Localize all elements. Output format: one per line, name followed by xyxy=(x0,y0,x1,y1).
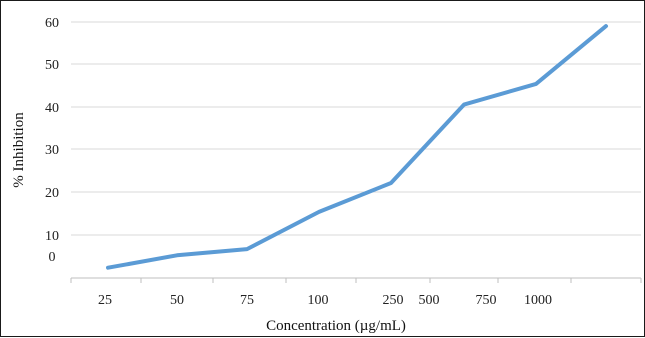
x-tick-label: 500 xyxy=(419,293,440,308)
y-tick-label: 50 xyxy=(45,58,59,73)
x-tick-label: 75 xyxy=(240,293,254,308)
y-tick-label: 40 xyxy=(45,101,59,116)
y-tick-label: 30 xyxy=(45,143,59,158)
y-tick-label: 0 xyxy=(49,250,56,265)
x-axis-tick-labels: 25 50 75 100 250 500 750 1000 xyxy=(70,278,642,308)
series-line xyxy=(106,24,608,270)
x-tick-label: 25 xyxy=(98,293,112,308)
gridlines xyxy=(71,21,641,236)
x-tick-label: 100 xyxy=(308,293,329,308)
x-tick-label: 750 xyxy=(476,293,497,308)
y-axis-title: % Inhibition xyxy=(11,112,27,188)
y-tick-label: 60 xyxy=(45,16,59,31)
y-tick-label: 10 xyxy=(45,229,59,244)
x-axis-title: Concentration (µg/mL) xyxy=(266,318,406,334)
x-tick-label: 1000 xyxy=(524,293,552,308)
y-tick-label: 20 xyxy=(45,186,59,201)
x-tick-label: 50 xyxy=(170,293,184,308)
x-tick-label: 250 xyxy=(383,293,404,308)
y-axis-tick-labels: 60 50 40 30 20 10 0 xyxy=(45,16,59,265)
